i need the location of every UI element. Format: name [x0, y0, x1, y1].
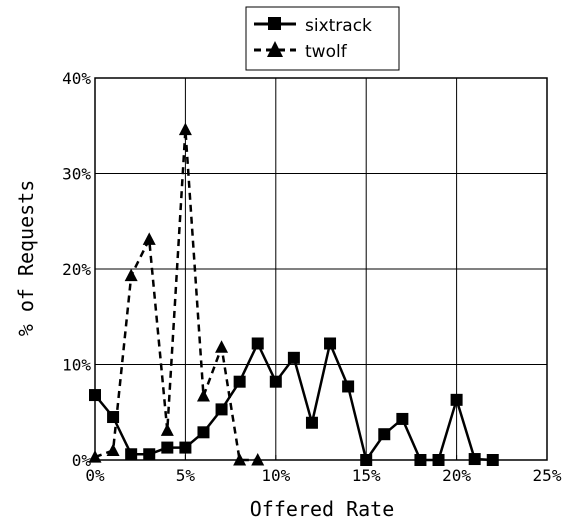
data-point-sixtrack — [396, 412, 409, 425]
x-tick-label: 20% — [442, 466, 471, 485]
data-point-sixtrack — [378, 428, 391, 441]
data-point-sixtrack — [287, 351, 300, 364]
data-point-twolf — [215, 340, 229, 353]
x-axis: 0% 5% 10% 15% 20% 25% — [85, 455, 562, 485]
series-line-twolf — [94, 128, 258, 462]
y-tick-label: 40% — [62, 69, 91, 88]
data-point-sixtrack — [215, 403, 228, 416]
x-tick-label: 5% — [176, 466, 196, 485]
data-point-sixtrack — [233, 375, 246, 388]
data-point-twolf — [160, 423, 174, 436]
x-axis-title: Offered Rate — [250, 497, 395, 521]
x-tick-label: 15% — [352, 466, 381, 485]
y-axis-title: % of Requests — [14, 180, 38, 337]
data-point-twolf — [196, 389, 210, 402]
data-point-sixtrack — [251, 337, 264, 350]
data-point-sixtrack — [269, 375, 282, 388]
legend-sixtrack-marker — [268, 17, 281, 30]
y-tick-label: 20% — [62, 260, 91, 279]
data-point-sixtrack — [324, 337, 337, 350]
data-point-sixtrack — [161, 441, 174, 454]
data-point-sixtrack — [468, 453, 481, 466]
y-tick-label: 30% — [62, 165, 91, 184]
data-point-sixtrack — [342, 380, 355, 393]
data-point-twolf — [124, 268, 138, 282]
data-point-twolf — [178, 122, 192, 136]
data-point-sixtrack — [450, 393, 463, 406]
plot-area — [88, 122, 499, 466]
y-tick-label: 10% — [62, 356, 91, 375]
data-point-twolf — [142, 232, 156, 245]
data-point-sixtrack — [143, 448, 156, 461]
data-point-sixtrack — [125, 448, 138, 461]
series-sixtrack — [89, 337, 499, 466]
data-point-sixtrack — [305, 416, 318, 429]
grid-lines — [94, 77, 548, 461]
legend-twolf-label: twolf — [305, 42, 348, 62]
legend-twolf-marker — [267, 41, 283, 57]
y-tick-label: 0% — [72, 451, 92, 470]
y-axis: 0% 10% 20% 30% 40% — [62, 69, 100, 470]
data-point-sixtrack — [179, 441, 192, 454]
legend-sixtrack-label: sixtrack — [305, 16, 372, 36]
data-point-twolf — [106, 443, 120, 456]
data-point-sixtrack — [197, 426, 210, 439]
x-tick-label: 0% — [85, 466, 105, 485]
x-tick-label: 10% — [261, 466, 290, 485]
legend: sixtrack twolf — [245, 6, 400, 71]
x-tick-label: 25% — [533, 466, 562, 485]
